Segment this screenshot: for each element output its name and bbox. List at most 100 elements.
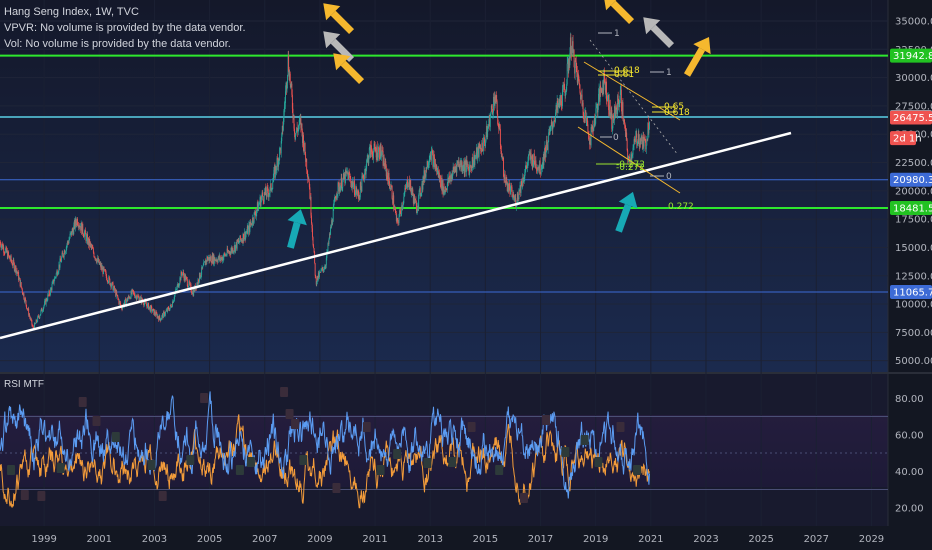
candle-body bbox=[92, 248, 94, 253]
time-axis[interactable]: 1999 2001 2003 2005 2007 2009 2011 2013 2015 2017… bbox=[31, 534, 884, 545]
candle-body bbox=[228, 251, 230, 253]
candle-body bbox=[477, 145, 479, 150]
rsi-bull-marker bbox=[580, 435, 589, 445]
candle-body bbox=[396, 218, 398, 222]
candle-body bbox=[544, 146, 546, 159]
candle-body bbox=[630, 154, 632, 164]
annotation-arrows[interactable] bbox=[281, 0, 718, 250]
candle-body bbox=[290, 84, 292, 85]
candle-body bbox=[346, 171, 348, 173]
fib-drawings[interactable]: 1 0.618 0.61 0.65 0.618 0 -0.272 -0.272 … bbox=[577, 29, 694, 212]
candle-body bbox=[263, 192, 265, 202]
candle-body bbox=[459, 163, 461, 169]
candle-body bbox=[337, 193, 338, 197]
candle-body bbox=[392, 198, 394, 204]
candle-body bbox=[4, 252, 6, 254]
candle-body bbox=[591, 127, 593, 129]
candle-body bbox=[642, 140, 644, 150]
candle-body bbox=[514, 198, 516, 199]
candle-body bbox=[450, 175, 451, 179]
price-tags: 31942.8826515.1426475.512d 1h20980.35184… bbox=[890, 48, 932, 299]
candle-body bbox=[271, 189, 273, 191]
candle-body bbox=[318, 272, 320, 278]
candle-body bbox=[528, 153, 530, 155]
candle-body bbox=[523, 179, 525, 183]
vpvr-legend[interactable]: VPVR: No volume is provided by the data … bbox=[4, 22, 246, 34]
candle-body bbox=[267, 187, 269, 194]
candle-body bbox=[612, 114, 614, 121]
rsi-bull-marker bbox=[246, 457, 255, 467]
tag-31942-label: 31942.88 bbox=[893, 51, 932, 62]
candle-body bbox=[39, 315, 41, 318]
candle-body bbox=[642, 136, 644, 150]
candle-body bbox=[472, 157, 474, 168]
candle-body bbox=[486, 126, 488, 137]
candle-body bbox=[357, 190, 359, 195]
candle-body bbox=[541, 166, 543, 169]
candle-body bbox=[287, 74, 289, 84]
candle-body bbox=[501, 156, 503, 158]
candle-body bbox=[41, 308, 43, 312]
candle-body bbox=[629, 162, 631, 164]
candle-body bbox=[135, 295, 137, 297]
candle-body bbox=[209, 256, 211, 262]
candle-body bbox=[299, 118, 301, 120]
candle-body bbox=[215, 259, 217, 261]
candle-body bbox=[483, 137, 485, 139]
trendline[interactable] bbox=[0, 131, 792, 340]
candle-body bbox=[641, 135, 642, 140]
candle-body bbox=[34, 323, 36, 325]
rsi-legend[interactable]: RSI MTF bbox=[4, 379, 44, 390]
candle-body bbox=[607, 95, 608, 102]
candle-body bbox=[256, 209, 258, 213]
candle-body bbox=[227, 248, 229, 253]
candle-body bbox=[132, 289, 134, 293]
candle-body bbox=[387, 172, 389, 184]
candle-body bbox=[130, 297, 131, 299]
rsi-axis[interactable]: 80.00 60.00 40.00 20.00 bbox=[895, 394, 924, 515]
chart-title[interactable]: Hang Seng Index, 1W, TVC bbox=[4, 6, 139, 18]
candle-body bbox=[44, 299, 46, 302]
candle-body bbox=[88, 238, 90, 246]
candle-body bbox=[103, 267, 104, 274]
candle-body bbox=[632, 147, 634, 155]
candle-body bbox=[51, 288, 52, 291]
candle-body bbox=[557, 103, 559, 108]
vol-legend[interactable]: Vol: No volume is provided by the data v… bbox=[4, 38, 231, 50]
price-tick-label: 15000.00 bbox=[895, 243, 932, 254]
rsi-bull-marker bbox=[376, 465, 385, 475]
candle-body bbox=[66, 245, 68, 247]
candle-body bbox=[351, 183, 353, 187]
candle-body bbox=[115, 290, 117, 297]
tag-20980 bbox=[890, 172, 932, 187]
candle-body bbox=[319, 271, 321, 273]
rsi-bear-marker bbox=[616, 422, 625, 432]
candle-body bbox=[217, 261, 218, 263]
fib-label-1b: 1 bbox=[666, 68, 672, 78]
candle-body bbox=[370, 145, 372, 152]
candle-body bbox=[285, 82, 287, 92]
candle-body bbox=[67, 242, 69, 244]
candle-body bbox=[566, 84, 568, 91]
horizontal-levels[interactable] bbox=[0, 54, 888, 293]
candle-body bbox=[552, 125, 554, 126]
rsi-pane[interactable] bbox=[0, 387, 888, 509]
candle-body bbox=[268, 193, 269, 198]
candle-body bbox=[450, 175, 452, 181]
candle-body bbox=[370, 145, 372, 157]
candle-body bbox=[128, 296, 130, 298]
candle-body bbox=[44, 301, 46, 306]
price-axis[interactable]: 35000.0032500.0030000.0027500.0025000.00… bbox=[895, 16, 932, 367]
candle-body bbox=[522, 177, 524, 183]
candle-body bbox=[248, 224, 250, 228]
candle-body bbox=[223, 253, 225, 255]
candle-body bbox=[644, 138, 646, 140]
candle-body bbox=[121, 308, 123, 310]
candle-body bbox=[214, 257, 216, 261]
candle-body bbox=[198, 281, 200, 283]
candle-body bbox=[530, 153, 532, 158]
candle-body bbox=[360, 182, 362, 187]
candle-body bbox=[498, 125, 500, 130]
candle-body bbox=[308, 178, 310, 183]
